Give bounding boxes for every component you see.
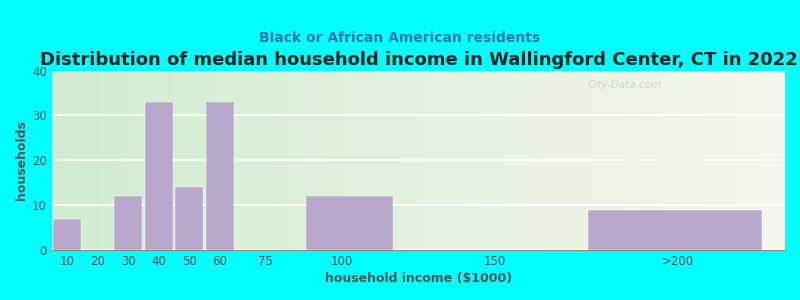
Bar <box>455 70 467 250</box>
Bar <box>114 196 142 250</box>
Bar <box>206 102 234 250</box>
Bar <box>162 70 174 250</box>
Bar <box>198 70 210 250</box>
Bar <box>712 70 724 250</box>
Bar <box>260 70 272 250</box>
Bar <box>467 70 479 250</box>
Bar <box>724 70 736 250</box>
Bar <box>687 70 699 250</box>
Bar <box>492 70 504 250</box>
Bar <box>101 70 113 250</box>
Bar <box>382 70 394 250</box>
Bar <box>394 70 406 250</box>
Bar <box>126 70 138 250</box>
Bar <box>541 70 553 250</box>
Bar <box>590 70 602 250</box>
Bar <box>52 70 64 250</box>
Bar <box>504 70 516 250</box>
Bar <box>223 70 235 250</box>
Bar <box>345 70 358 250</box>
Bar <box>650 70 663 250</box>
Bar <box>773 70 785 250</box>
Bar <box>675 70 687 250</box>
Bar <box>174 70 186 250</box>
Bar <box>614 70 626 250</box>
Bar <box>479 70 492 250</box>
Bar <box>578 70 590 250</box>
Bar <box>76 70 89 250</box>
Text: City-Data.com: City-Data.com <box>587 80 661 89</box>
Bar <box>284 70 296 250</box>
Bar <box>175 187 203 250</box>
Bar <box>150 70 162 250</box>
Bar <box>430 70 443 250</box>
Bar <box>602 70 614 250</box>
Bar <box>418 70 430 250</box>
Bar <box>443 70 455 250</box>
Bar <box>306 196 394 250</box>
Bar <box>588 210 762 250</box>
Bar <box>210 70 223 250</box>
Bar <box>138 70 150 250</box>
Bar <box>761 70 773 250</box>
Bar <box>529 70 541 250</box>
Bar <box>333 70 345 250</box>
Bar <box>247 70 260 250</box>
Bar <box>663 70 675 250</box>
Bar <box>638 70 650 250</box>
Bar <box>296 70 309 250</box>
Bar <box>516 70 529 250</box>
Bar <box>699 70 712 250</box>
Bar <box>186 70 198 250</box>
Bar <box>626 70 638 250</box>
Bar <box>358 70 370 250</box>
Bar <box>370 70 382 250</box>
Bar <box>321 70 333 250</box>
Bar <box>272 70 284 250</box>
Bar <box>145 102 173 250</box>
X-axis label: household income ($1000): household income ($1000) <box>325 272 512 285</box>
Bar <box>736 70 748 250</box>
Text: Black or African American residents: Black or African American residents <box>259 32 541 46</box>
Bar <box>565 70 578 250</box>
Title: Distribution of median household income in Wallingford Center, CT in 2022: Distribution of median household income … <box>39 51 798 69</box>
Bar <box>64 70 76 250</box>
Bar <box>113 70 126 250</box>
Bar <box>309 70 321 250</box>
Bar <box>53 219 82 250</box>
Bar <box>553 70 565 250</box>
Bar <box>235 70 247 250</box>
Bar <box>748 70 761 250</box>
Bar <box>406 70 418 250</box>
Y-axis label: households: households <box>15 120 28 200</box>
Bar <box>89 70 101 250</box>
